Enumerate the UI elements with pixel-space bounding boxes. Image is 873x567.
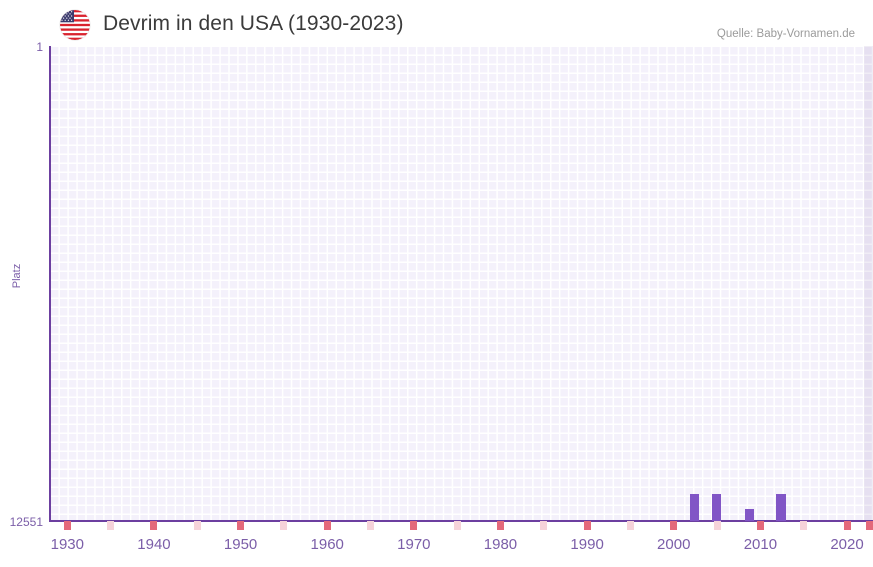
- bar-2014[interactable]: [745, 509, 754, 521]
- x-axis-tick-label-1970: 1970: [397, 536, 431, 553]
- x-axis-minor-tick-1965: [367, 521, 375, 530]
- bar-2007[interactable]: [690, 494, 699, 521]
- source-attribution: Quelle: Baby-Vornamen.de: [716, 28, 855, 40]
- shaded-incomplete-region: [864, 46, 873, 521]
- x-axis-tick-end: [866, 521, 873, 530]
- x-axis-tick-1960: [323, 521, 331, 530]
- x-axis-minor-tick-1975: [453, 521, 461, 530]
- y-axis-line: [49, 46, 51, 521]
- x-axis-tick-1930: [63, 521, 71, 530]
- x-axis-tick-label-2010: 2010: [743, 536, 778, 553]
- x-axis-line: [49, 520, 873, 522]
- x-axis-tick-1950: [237, 521, 245, 530]
- us-flag-icon: [60, 10, 90, 40]
- x-axis-minor-tick-1955: [280, 521, 288, 530]
- x-axis-tick-2010: [756, 521, 764, 530]
- x-axis-tick-label-1930: 1930: [50, 536, 84, 553]
- x-axis-tick-1970: [410, 521, 418, 530]
- y-axis-title: Platz: [11, 263, 23, 289]
- chart-plot-area: [49, 46, 873, 522]
- x-axis-tick-label-2000: 2000: [657, 536, 691, 553]
- chart-header: Devrim in den USA (1930-2023) Quelle: Ba…: [0, 0, 873, 46]
- x-axis-tick-label-1960: 1960: [310, 536, 344, 553]
- x-axis-tick-1980: [496, 521, 504, 530]
- y-axis-tick-label-top: 1: [36, 40, 43, 54]
- x-axis-tick-1940: [150, 521, 158, 530]
- x-axis-minor-tick-1945: [193, 521, 201, 530]
- x-axis-minor-tick-1995: [626, 521, 634, 530]
- y-axis-tick-label-bottom: 12551: [9, 515, 43, 529]
- x-axis-tick-label-1990: 1990: [570, 536, 604, 553]
- x-axis-minor-tick-1935: [107, 521, 115, 530]
- x-axis-tick-1990: [583, 521, 591, 530]
- x-axis-tick-2000: [670, 521, 678, 530]
- x-axis-tick-label-1980: 1980: [483, 536, 518, 553]
- x-axis-tick-label-2020: 2020: [830, 536, 864, 553]
- x-axis-tick-2020: [843, 521, 851, 530]
- bar-2018[interactable]: [776, 494, 786, 521]
- x-axis-minor-tick-2015: [800, 521, 808, 530]
- page-title: Devrim in den USA (1930-2023): [103, 12, 404, 35]
- bar-2010[interactable]: [712, 494, 721, 521]
- plot-gridlines: [50, 46, 873, 521]
- x-axis-minor-tick-1985: [540, 521, 548, 530]
- x-axis-tick-label-1940: 1940: [137, 536, 171, 553]
- x-axis-tick-label-1950: 1950: [223, 536, 258, 553]
- x-axis-minor-tick-2005: [713, 521, 721, 530]
